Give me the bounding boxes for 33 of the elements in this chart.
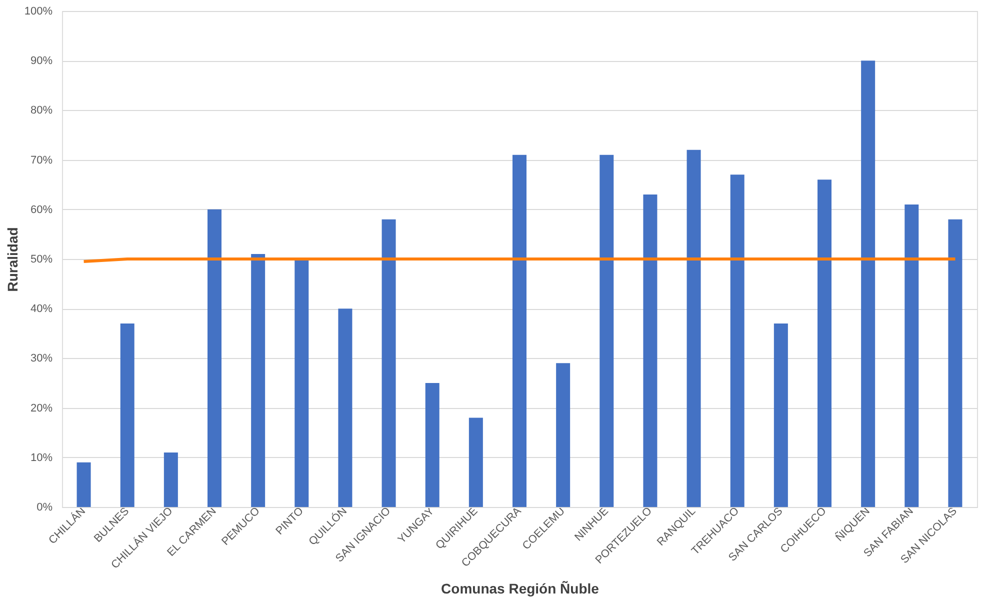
bar [425, 383, 440, 507]
bar [904, 204, 919, 507]
bar [120, 323, 134, 507]
y-tick-label: 70% [30, 154, 53, 166]
bar [338, 308, 352, 507]
y-axis-title: Ruralidad [4, 227, 20, 292]
y-tick-label: 60% [30, 204, 53, 216]
bar [294, 259, 309, 507]
bar [468, 418, 483, 507]
bar [818, 180, 832, 507]
y-tick-label: 10% [30, 452, 53, 464]
bar [774, 323, 788, 507]
y-tick-label: 100% [24, 6, 53, 18]
bar [76, 462, 91, 507]
y-tick-label: 50% [30, 254, 53, 266]
y-tick-label: 90% [30, 55, 53, 68]
bar [512, 154, 526, 507]
bar [948, 219, 962, 507]
bar [686, 150, 701, 507]
y-tick-label: 30% [30, 352, 53, 365]
x-axis-title: Comunas Región Ñuble [441, 580, 600, 597]
bar [730, 174, 744, 507]
y-tick-label: 40% [30, 303, 53, 316]
y-tick-label: 20% [30, 402, 53, 414]
bar [382, 219, 396, 507]
bar [861, 60, 876, 507]
bar [643, 194, 658, 507]
bar [208, 209, 222, 507]
y-tick-label: 80% [30, 104, 53, 117]
bar [556, 363, 570, 507]
bar [251, 254, 266, 507]
bar [600, 154, 614, 507]
bar [164, 452, 178, 507]
